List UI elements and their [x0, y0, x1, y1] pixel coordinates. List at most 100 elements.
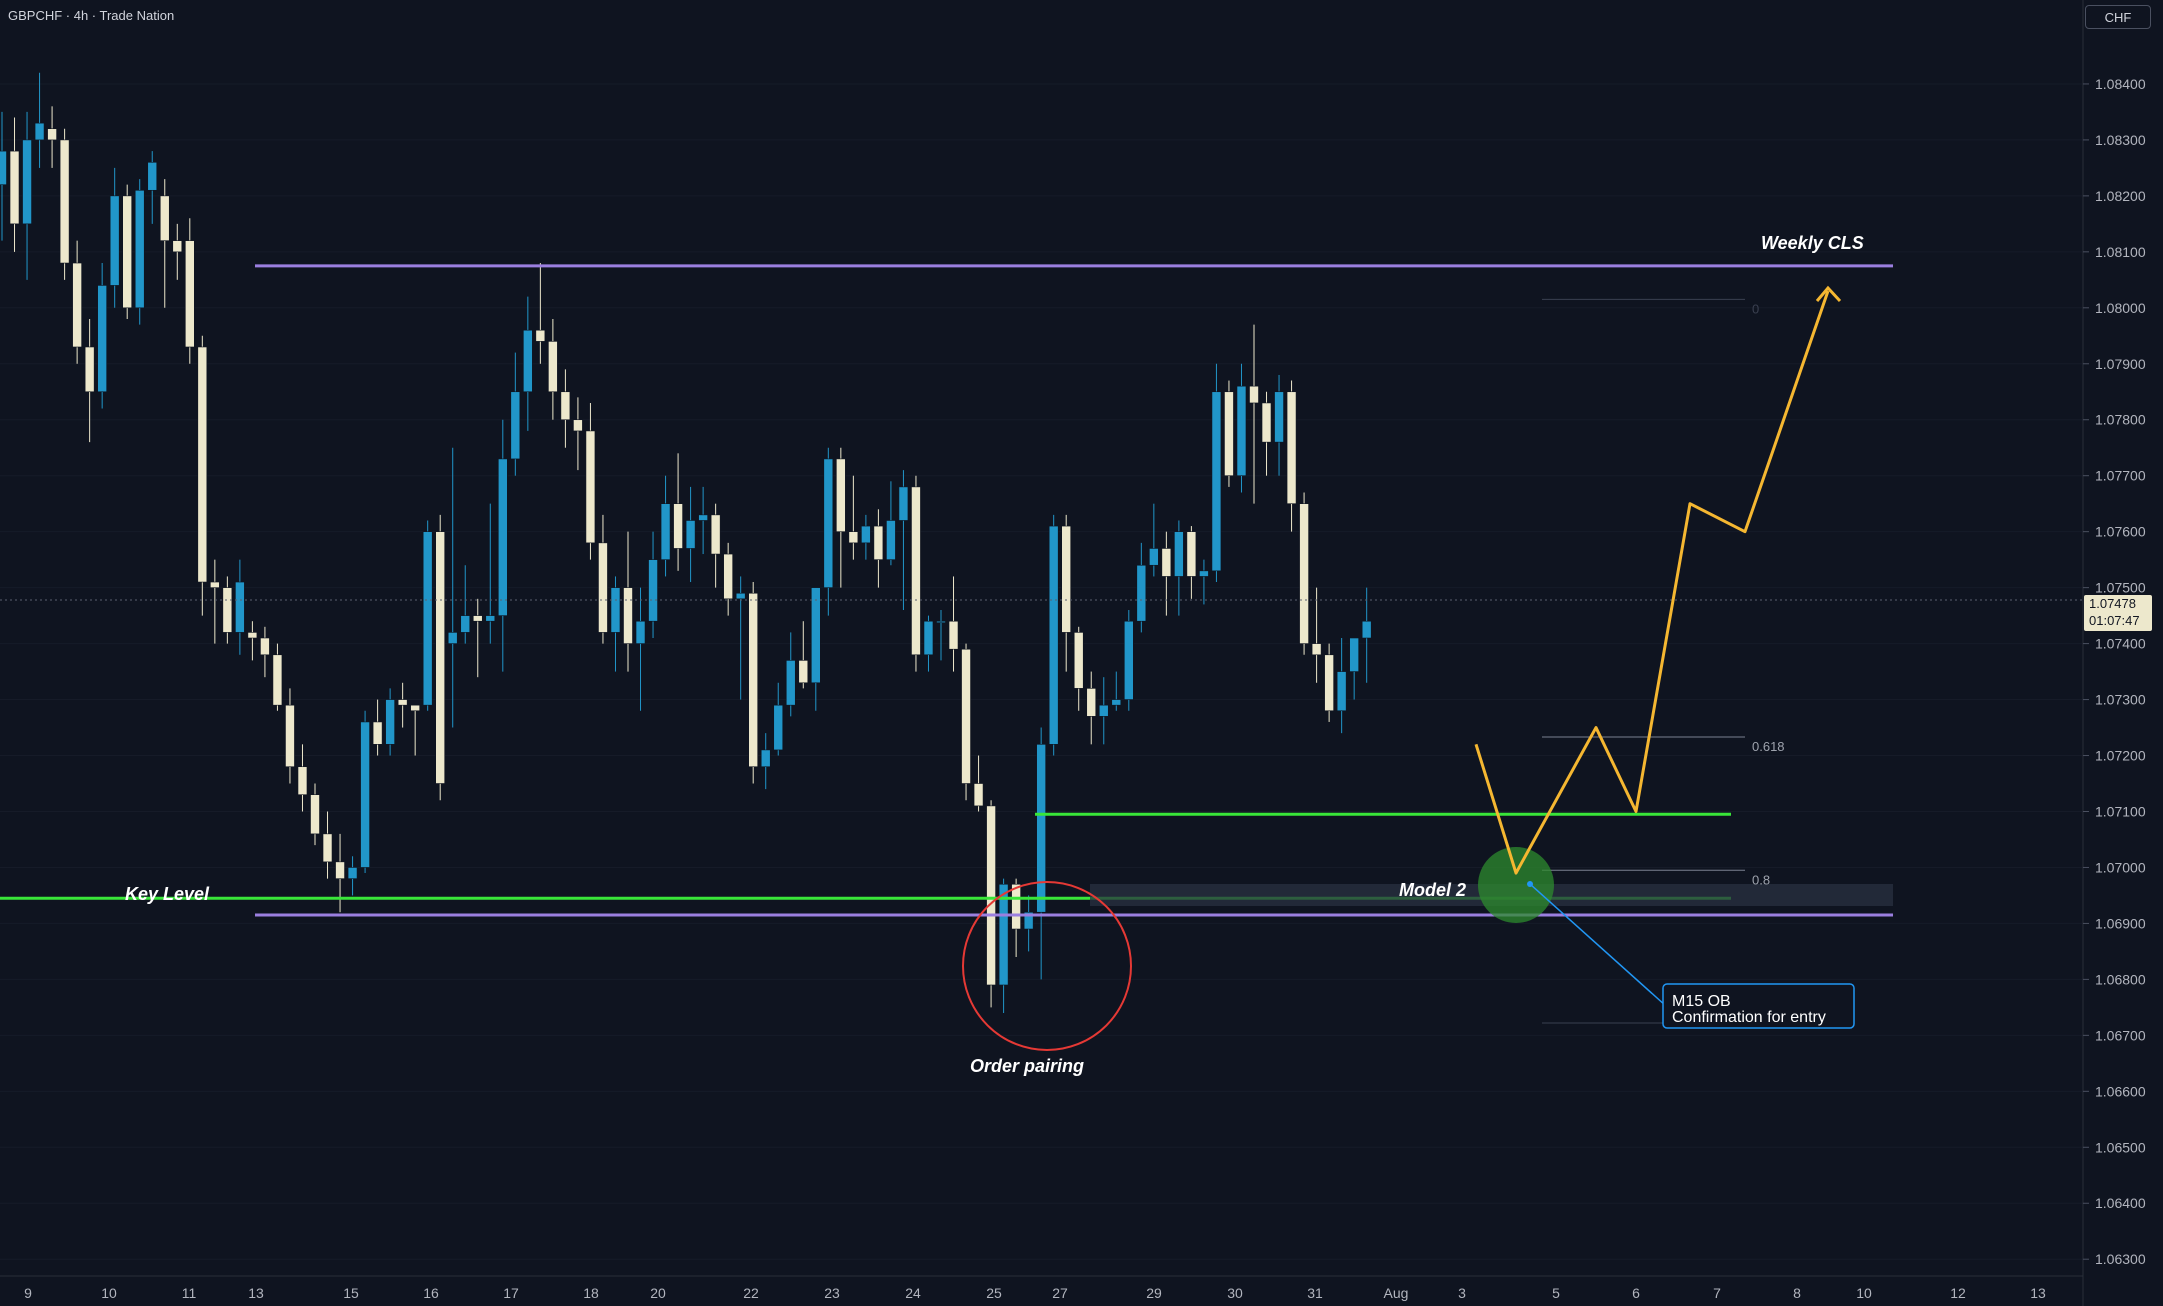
- candle[interactable]: [685, 486, 696, 583]
- candle[interactable]: [197, 335, 208, 616]
- candle[interactable]: [1324, 643, 1334, 722]
- candle[interactable]: [272, 643, 283, 711]
- candle[interactable]: [1036, 727, 1046, 980]
- candle[interactable]: [159, 179, 170, 308]
- candle[interactable]: [1149, 503, 1159, 577]
- drawings[interactable]: M15 OB Confirmation for entry Weekly CLS…: [0, 233, 2084, 1076]
- candle[interactable]: [22, 111, 32, 280]
- candle[interactable]: [923, 615, 934, 672]
- candle[interactable]: [660, 475, 671, 577]
- candle[interactable]: [1349, 637, 1359, 700]
- price-axis[interactable]: 1.08400 1.08300 1.08200 1.08100 1.08000 1.079…: [2083, 76, 2146, 1267]
- candle[interactable]: [1286, 380, 1297, 532]
- candle[interactable]: [422, 520, 433, 711]
- candle[interactable]: [710, 503, 721, 588]
- time-axis[interactable]: 9 10 11 13 15 16 17 18 20 22 23 24 25 27 29 30 31 Aug 3 5 6 7…: [24, 1285, 2046, 1301]
- candle[interactable]: [172, 223, 183, 280]
- candle[interactable]: [1061, 514, 1071, 672]
- candle[interactable]: [1023, 895, 1034, 952]
- candle[interactable]: [785, 632, 796, 717]
- candle[interactable]: [1124, 610, 1134, 711]
- candle[interactable]: [260, 626, 270, 678]
- candle[interactable]: [34, 72, 45, 168]
- candle[interactable]: [410, 704, 420, 756]
- candle[interactable]: [1098, 677, 1109, 745]
- candle[interactable]: [485, 503, 496, 644]
- order-pairing-circle[interactable]: [962, 881, 1132, 1051]
- candle[interactable]: [322, 811, 333, 879]
- candle[interactable]: [848, 475, 859, 560]
- candle[interactable]: [698, 486, 708, 555]
- candle[interactable]: [748, 582, 759, 784]
- candle[interactable]: [635, 587, 646, 711]
- candle[interactable]: [911, 475, 921, 672]
- candle[interactable]: [1261, 391, 1272, 476]
- candle[interactable]: [810, 587, 821, 711]
- candle[interactable]: [47, 106, 57, 168]
- candle[interactable]: [1186, 526, 1197, 599]
- candle[interactable]: [598, 514, 608, 644]
- candle[interactable]: [760, 733, 771, 790]
- candle[interactable]: [1086, 671, 1097, 745]
- candle[interactable]: [886, 481, 896, 566]
- candle[interactable]: [397, 682, 408, 728]
- candle[interactable]: [936, 610, 946, 661]
- candle[interactable]: [1211, 363, 1222, 583]
- candle[interactable]: [247, 621, 258, 661]
- candle[interactable]: [1336, 638, 1347, 734]
- candle[interactable]: [998, 878, 1009, 1013]
- symbol-header[interactable]: GBPCHF · 4h · Trade Nation: [8, 8, 175, 23]
- candle[interactable]: [109, 167, 120, 308]
- candle[interactable]: [1249, 324, 1259, 504]
- candle[interactable]: [898, 470, 909, 611]
- candle[interactable]: [372, 699, 383, 756]
- candle[interactable]: [510, 352, 521, 476]
- candle[interactable]: [798, 621, 809, 689]
- candle[interactable]: [610, 576, 621, 672]
- candle[interactable]: [573, 397, 583, 471]
- candle[interactable]: [1111, 671, 1122, 711]
- candle[interactable]: [1199, 559, 1209, 605]
- callout-box[interactable]: [1662, 983, 1855, 1029]
- candle[interactable]: [84, 319, 95, 443]
- candle[interactable]: [673, 453, 683, 571]
- candle[interactable]: [235, 559, 245, 655]
- candle[interactable]: [523, 296, 533, 431]
- projection-path[interactable]: [1474, 290, 1830, 875]
- candle[interactable]: [1174, 520, 1184, 616]
- candle[interactable]: [1136, 542, 1147, 633]
- candle[interactable]: [297, 744, 308, 812]
- candle[interactable]: [222, 576, 233, 644]
- candle[interactable]: [823, 447, 834, 616]
- currency-badge[interactable]: CHF: [2085, 5, 2151, 29]
- candle[interactable]: [1161, 531, 1172, 616]
- candle[interactable]: [0, 111, 7, 241]
- candle[interactable]: [1048, 514, 1059, 756]
- candle[interactable]: [623, 531, 633, 672]
- candle[interactable]: [1224, 380, 1234, 487]
- candle[interactable]: [873, 509, 884, 588]
- candle[interactable]: [948, 576, 959, 672]
- candle[interactable]: [836, 447, 846, 588]
- candle[interactable]: [460, 565, 471, 644]
- candle[interactable]: [548, 319, 558, 420]
- candle[interactable]: [1236, 363, 1247, 493]
- candle[interactable]: [147, 151, 158, 224]
- candle[interactable]: [497, 419, 508, 672]
- candles[interactable]: [0, 72, 1372, 1013]
- candle[interactable]: [59, 128, 70, 280]
- candle[interactable]: [723, 542, 733, 616]
- candle[interactable]: [360, 710, 370, 874]
- candle[interactable]: [72, 240, 82, 364]
- candle[interactable]: [648, 531, 658, 638]
- candle[interactable]: [122, 184, 132, 319]
- candle[interactable]: [472, 598, 483, 678]
- candle[interactable]: [1299, 492, 1309, 655]
- candle[interactable]: [1073, 626, 1084, 711]
- candle[interactable]: [1311, 587, 1322, 683]
- candle[interactable]: [134, 179, 145, 325]
- candle[interactable]: [9, 117, 20, 252]
- candle[interactable]: [1011, 878, 1021, 957]
- candle[interactable]: [310, 783, 320, 846]
